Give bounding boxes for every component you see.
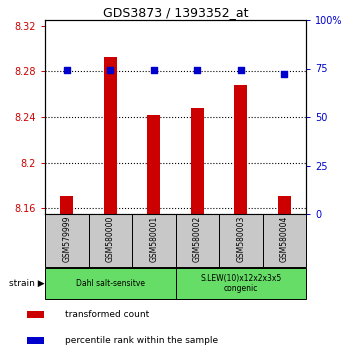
Text: GSM580001: GSM580001 (149, 216, 158, 262)
Point (107, 68, 113, 73)
Bar (147, 115, 160, 214)
Point (151, 68, 157, 73)
Bar (45, 214, 89, 267)
Bar (234, 85, 247, 214)
Bar (104, 57, 117, 214)
Bar (278, 196, 291, 214)
Text: GSM579999: GSM579999 (62, 216, 71, 262)
Bar (219, 214, 263, 267)
Bar (89, 214, 132, 267)
Text: GSM580003: GSM580003 (236, 216, 245, 262)
Bar (132, 214, 176, 267)
Point (64, 68, 70, 73)
Point (194, 68, 200, 73)
Bar (176, 268, 306, 299)
Title: GDS3873 / 1393352_at: GDS3873 / 1393352_at (103, 6, 248, 19)
Text: strain ▶: strain ▶ (9, 279, 44, 288)
Bar (191, 108, 204, 214)
Bar (27, 311, 44, 318)
Bar (60, 196, 73, 214)
Text: GSM580004: GSM580004 (280, 216, 289, 262)
Point (238, 68, 243, 73)
Bar (263, 214, 306, 267)
Text: transformed count: transformed count (65, 310, 149, 319)
Point (282, 72, 287, 77)
Text: GSM580002: GSM580002 (193, 216, 202, 262)
Text: percentile rank within the sample: percentile rank within the sample (65, 336, 218, 345)
Bar (176, 214, 219, 267)
Text: Dahl salt-sensitve: Dahl salt-sensitve (76, 279, 145, 288)
Text: GSM580000: GSM580000 (106, 216, 115, 262)
Bar (27, 337, 44, 343)
Text: S.LEW(10)x12x2x3x5
congenic: S.LEW(10)x12x2x3x5 congenic (200, 274, 281, 293)
Bar (45, 268, 176, 299)
